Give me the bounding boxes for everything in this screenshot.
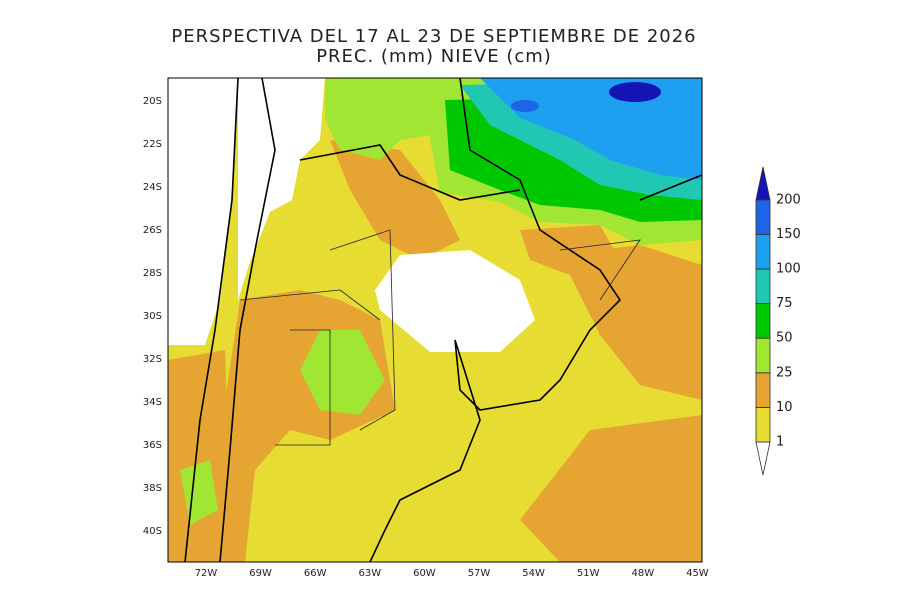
colorbar-segment (755, 337, 771, 374)
colorbar-label: 200 (776, 192, 801, 207)
lat-label: 28S (143, 268, 162, 279)
colorbar-label: 150 (776, 227, 801, 242)
colorbar-segment (755, 441, 771, 476)
colorbar-segment (755, 233, 771, 270)
lon-label: 48W (631, 568, 654, 579)
colorbar-segment (755, 199, 771, 235)
lon-label: 66W (304, 568, 327, 579)
lon-label: 60W (413, 568, 436, 579)
lat-label: 36S (143, 440, 162, 451)
colorbar-label: 50 (776, 331, 793, 346)
lon-label: 57W (468, 568, 491, 579)
colorbar-segment (755, 303, 771, 339)
subtitle: PREC. (mm) NIEVE (cm) (316, 46, 552, 67)
lon-label: 69W (249, 568, 272, 579)
lat-label: 22S (143, 139, 162, 150)
colorbar-label: 10 (776, 400, 793, 415)
lat-label: 34S (143, 397, 162, 408)
lat-label: 32S (143, 354, 162, 365)
lon-label: 51W (577, 568, 600, 579)
lon-label: 54W (522, 568, 545, 579)
map (167, 77, 703, 563)
lon-label: 63W (358, 568, 381, 579)
colorbar-segment (755, 268, 771, 304)
lon-label: 45W (686, 568, 709, 579)
colorbar-label: 25 (776, 365, 793, 380)
colorbar-label: 75 (776, 296, 793, 311)
lat-label: 24S (143, 182, 162, 193)
lat-label: 40S (143, 526, 162, 537)
colorbar-label: 100 (776, 262, 801, 277)
lon-label: 72W (195, 568, 218, 579)
title: PERSPECTIVA DEL 17 AL 23 DE SEPTIEMBRE D… (171, 26, 696, 47)
lat-label: 30S (143, 311, 162, 322)
lat-label: 38S (143, 483, 162, 494)
colorbar-segment (755, 372, 771, 408)
lat-label: 20S (143, 96, 162, 107)
colorbar-label: 1 (776, 435, 784, 450)
lat-label: 26S (143, 225, 162, 236)
colorbar-segment (755, 406, 771, 443)
colorbar-segment (755, 166, 771, 201)
